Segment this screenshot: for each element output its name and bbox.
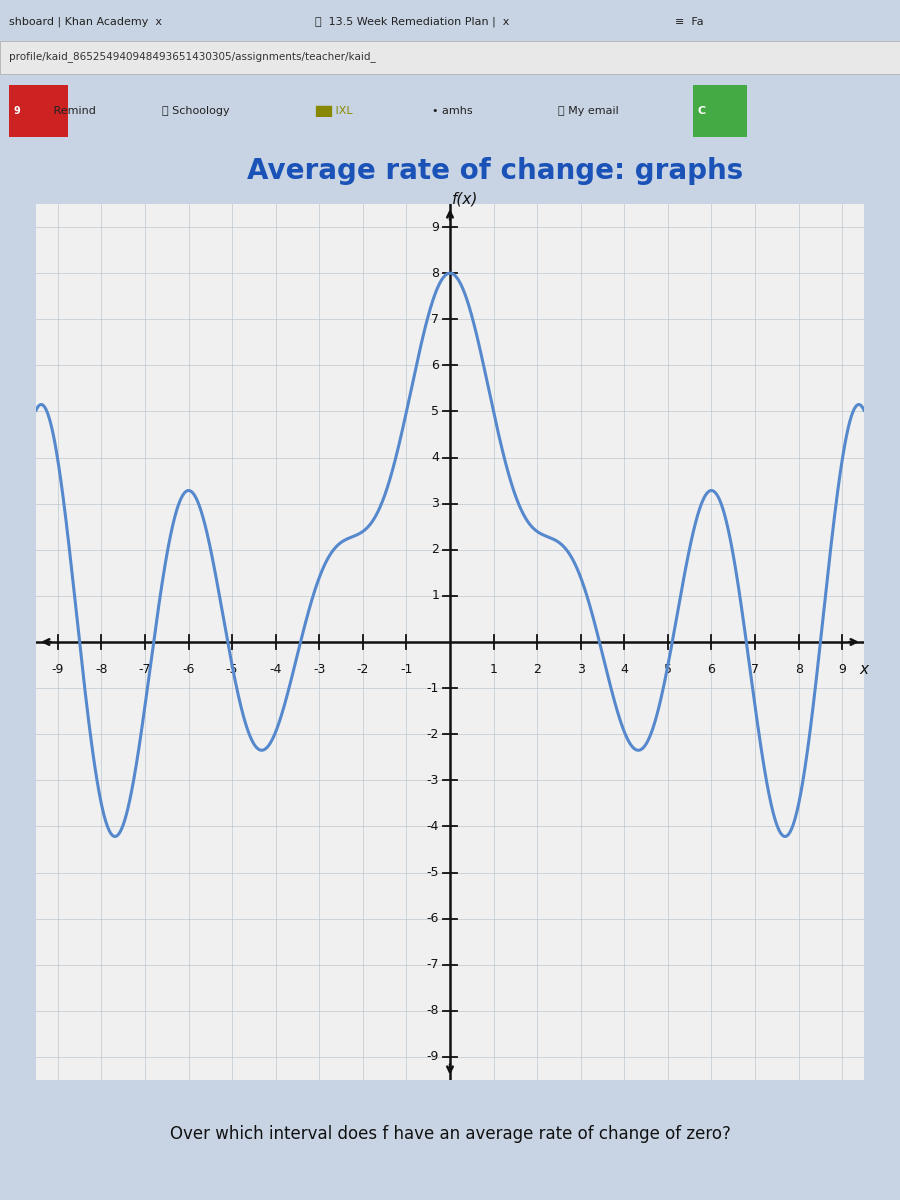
Text: x: x: [860, 662, 868, 677]
Text: -2: -2: [356, 662, 369, 676]
Text: 1: 1: [490, 662, 498, 676]
Text: -3: -3: [313, 662, 326, 676]
Text: Average rate of change: graphs: Average rate of change: graphs: [247, 157, 743, 185]
Text: -5: -5: [226, 662, 239, 676]
Text: -4: -4: [427, 820, 439, 833]
Text: 9: 9: [14, 106, 20, 116]
Text: -6: -6: [427, 912, 439, 925]
Text: Over which interval does f have an average rate of change of zero?: Over which interval does f have an avera…: [169, 1126, 731, 1142]
Text: 6: 6: [431, 359, 439, 372]
Bar: [693, 84, 747, 138]
Text: -3: -3: [427, 774, 439, 787]
Text: profile/kaid_865254940948493651430305/assignments/teacher/kaid_: profile/kaid_865254940948493651430305/as…: [9, 50, 376, 61]
Text: 4: 4: [431, 451, 439, 464]
Text: -7: -7: [139, 662, 151, 676]
Text: 1: 1: [431, 589, 439, 602]
Text: ██ IXL: ██ IXL: [315, 106, 353, 116]
Text: Ⓢ Schoology: Ⓢ Schoology: [162, 106, 230, 116]
Text: 8: 8: [431, 266, 439, 280]
Text: 6: 6: [707, 662, 716, 676]
Text: ⓞ My email: ⓞ My email: [558, 106, 619, 116]
Text: -5: -5: [427, 866, 439, 880]
Text: -1: -1: [427, 682, 439, 695]
Text: Remind: Remind: [50, 106, 95, 116]
Text: 7: 7: [752, 662, 759, 676]
Text: -6: -6: [183, 662, 194, 676]
Text: -2: -2: [427, 727, 439, 740]
Text: -4: -4: [269, 662, 282, 676]
Text: shboard | Khan Academy  x: shboard | Khan Academy x: [9, 17, 162, 28]
Text: 5: 5: [664, 662, 672, 676]
Bar: [0, 41, 900, 74]
Text: C: C: [698, 106, 706, 116]
Text: 8: 8: [795, 662, 803, 676]
Text: -1: -1: [400, 662, 412, 676]
Text: 5: 5: [431, 404, 439, 418]
Text: 9: 9: [838, 662, 846, 676]
Text: 3: 3: [431, 497, 439, 510]
Text: 3: 3: [577, 662, 585, 676]
Bar: [9, 84, 68, 138]
Text: -9: -9: [51, 662, 64, 676]
Text: -7: -7: [427, 959, 439, 971]
Text: -8: -8: [95, 662, 108, 676]
Text: 4: 4: [620, 662, 628, 676]
Text: ≡  Fa: ≡ Fa: [675, 17, 704, 26]
Text: 2: 2: [533, 662, 541, 676]
Text: -9: -9: [427, 1050, 439, 1063]
Text: f(x): f(x): [452, 192, 479, 206]
Text: -8: -8: [427, 1004, 439, 1018]
Text: Ⓢ  13.5 Week Remediation Plan |  x: Ⓢ 13.5 Week Remediation Plan | x: [315, 17, 509, 28]
Text: 7: 7: [431, 313, 439, 325]
Text: 9: 9: [431, 221, 439, 234]
Text: • amhs: • amhs: [432, 106, 473, 116]
Text: 2: 2: [431, 544, 439, 557]
